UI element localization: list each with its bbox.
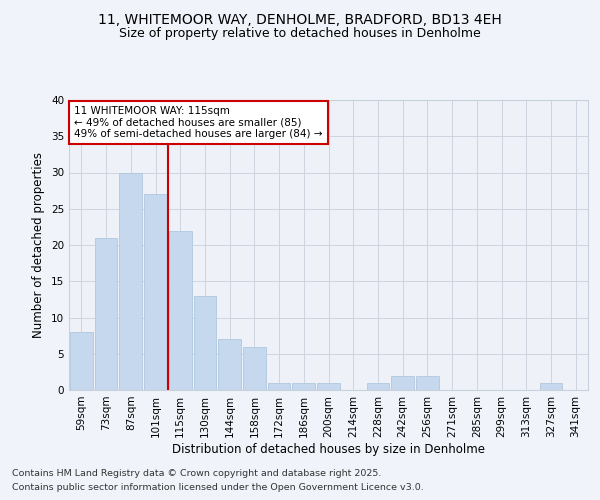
- Text: Size of property relative to detached houses in Denholme: Size of property relative to detached ho…: [119, 28, 481, 40]
- X-axis label: Distribution of detached houses by size in Denholme: Distribution of detached houses by size …: [172, 442, 485, 456]
- Bar: [268, 383, 290, 390]
- Bar: [391, 376, 414, 390]
- Text: 11, WHITEMOOR WAY, DENHOLME, BRADFORD, BD13 4EH: 11, WHITEMOOR WAY, DENHOLME, BRADFORD, B…: [98, 12, 502, 26]
- Bar: [144, 194, 167, 390]
- Bar: [243, 346, 266, 390]
- Bar: [70, 332, 93, 390]
- Y-axis label: Number of detached properties: Number of detached properties: [32, 152, 46, 338]
- Bar: [317, 383, 340, 390]
- Bar: [169, 230, 191, 390]
- Text: 11 WHITEMOOR WAY: 115sqm
← 49% of detached houses are smaller (85)
49% of semi-d: 11 WHITEMOOR WAY: 115sqm ← 49% of detach…: [74, 106, 323, 139]
- Bar: [367, 383, 389, 390]
- Bar: [95, 238, 118, 390]
- Bar: [416, 376, 439, 390]
- Bar: [539, 383, 562, 390]
- Text: Contains HM Land Registry data © Crown copyright and database right 2025.: Contains HM Land Registry data © Crown c…: [12, 468, 382, 477]
- Bar: [194, 296, 216, 390]
- Bar: [218, 339, 241, 390]
- Bar: [292, 383, 315, 390]
- Bar: [119, 172, 142, 390]
- Text: Contains public sector information licensed under the Open Government Licence v3: Contains public sector information licen…: [12, 484, 424, 492]
